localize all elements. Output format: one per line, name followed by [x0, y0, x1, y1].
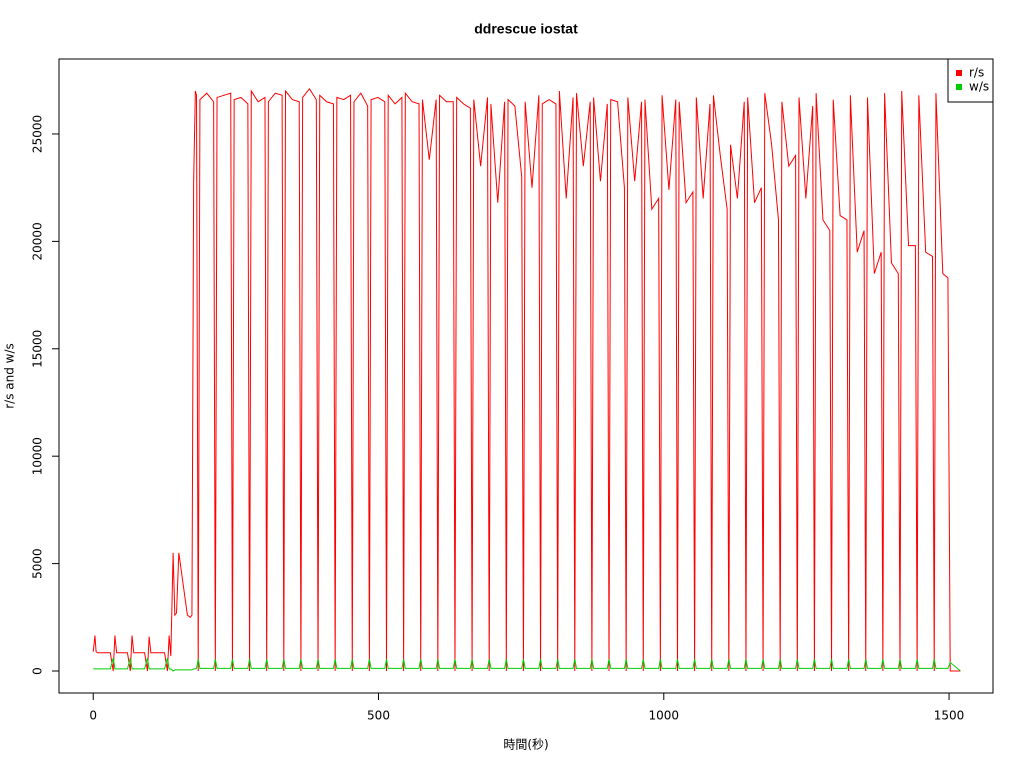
- y-axis-label: r/s and w/s: [3, 343, 17, 409]
- y-tick-label: 25000: [31, 115, 45, 153]
- y-tick-label: 0: [31, 667, 45, 675]
- series-line: [92, 88, 961, 672]
- y-tick-label: 5000: [31, 548, 45, 579]
- x-tick-label: 500: [367, 709, 390, 723]
- y-tick-label: 15000: [31, 330, 45, 368]
- legend-swatch: [956, 84, 962, 90]
- series-line: [93, 657, 961, 672]
- legend-box: [947, 58, 994, 103]
- x-tick-label: 1500: [934, 709, 965, 723]
- legend-swatch: [956, 70, 962, 76]
- y-tick-label: 10000: [31, 437, 45, 475]
- x-tick-label: 1000: [649, 709, 680, 723]
- x-tick-label: 0: [89, 709, 97, 723]
- x-axis-label: 時間(秒): [503, 738, 548, 752]
- legend-label: w/s: [969, 80, 989, 94]
- y-tick-label: 20000: [31, 222, 45, 260]
- legend-label: r/s: [969, 66, 984, 80]
- chart-title: ddrescue iostat: [474, 21, 578, 37]
